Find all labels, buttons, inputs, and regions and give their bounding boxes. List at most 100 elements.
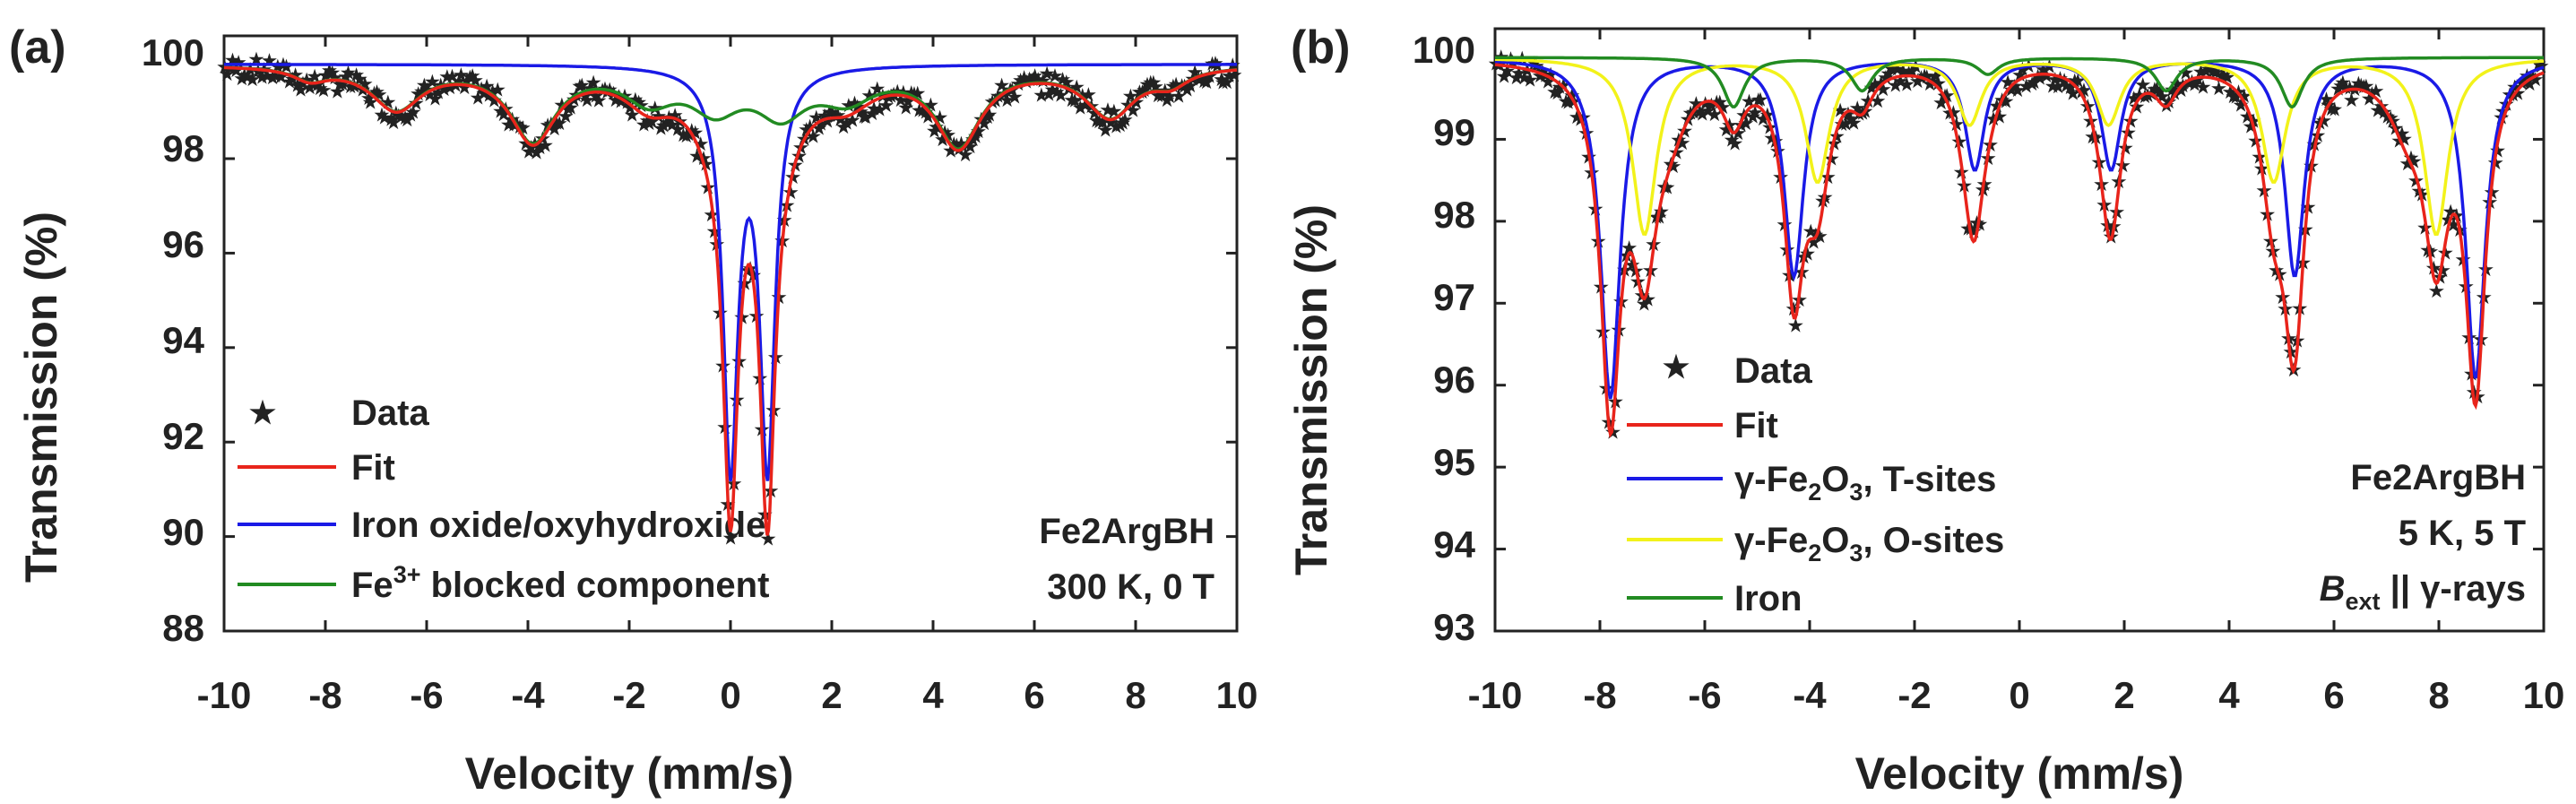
data-point: ★ bbox=[2194, 75, 2212, 98]
legend-oxide-label: Iron oxide/oxyhydroxide bbox=[351, 506, 765, 545]
data-point: ★ bbox=[683, 119, 701, 142]
data-point: ★ bbox=[1959, 217, 1977, 239]
y-tick-label: 95 bbox=[1433, 441, 1475, 483]
data-point: ★ bbox=[2326, 98, 2344, 120]
data-point: ★ bbox=[2044, 74, 2062, 97]
data-point: ★ bbox=[2037, 65, 2055, 87]
legend-fit-label: Fit bbox=[351, 448, 395, 488]
panel-a-annotation: Fe2ArgBH 300 K, 0 T bbox=[1039, 512, 1215, 607]
data-point: ★ bbox=[1508, 66, 1526, 89]
panel-b-xlabel: Velocity (mm/s) bbox=[1855, 748, 2184, 799]
x-tick-label: -4 bbox=[511, 674, 545, 716]
x-tick-label: 4 bbox=[2218, 674, 2240, 716]
data-point: ★ bbox=[1071, 97, 1089, 119]
data-point: ★ bbox=[324, 62, 341, 84]
x-tick-label: -2 bbox=[1897, 674, 1931, 716]
data-point: ★ bbox=[385, 111, 402, 134]
data-point: ★ bbox=[2052, 67, 2070, 90]
data-point: ★ bbox=[2330, 77, 2347, 99]
data-point: ★ bbox=[863, 102, 881, 125]
data-point: ★ bbox=[877, 94, 895, 117]
data-point: ★ bbox=[979, 106, 997, 128]
data-point: ★ bbox=[655, 115, 673, 137]
data-point: ★ bbox=[782, 181, 800, 203]
data-point: ★ bbox=[1839, 103, 1857, 125]
legend-data-marker-icon: ★ bbox=[1663, 350, 1690, 385]
data-point: ★ bbox=[559, 97, 577, 119]
data-point: ★ bbox=[798, 118, 816, 141]
panel-a-ylabel: Transmission (%) bbox=[16, 212, 66, 583]
data-point: ★ bbox=[326, 66, 344, 89]
x-tick-label: 0 bbox=[2009, 674, 2029, 716]
panel-b-data-points: ★★★★★★★★★★★★★★★★★★★★★★★★★★★★★★★★★★★★★★★★… bbox=[1487, 46, 2550, 444]
data-point: ★ bbox=[478, 75, 496, 98]
applied-field-direction: Bext || γ-rays bbox=[2320, 569, 2526, 615]
panel-a-y-tick-labels: 88 90 92 94 96 98 100 bbox=[142, 31, 205, 649]
x-tick-label: 8 bbox=[2428, 674, 2449, 716]
panel-a-legend: ★ Data Fit Iron oxide/oxyhydroxide Fe3+ … bbox=[238, 393, 769, 605]
data-point: ★ bbox=[340, 61, 358, 83]
data-point: ★ bbox=[298, 68, 316, 91]
data-point: ★ bbox=[548, 111, 566, 134]
y-tick-label: 100 bbox=[142, 31, 204, 73]
x-tick-label: -2 bbox=[612, 674, 645, 716]
data-point: ★ bbox=[2227, 85, 2245, 108]
data-point: ★ bbox=[2405, 150, 2423, 172]
legend-iron-label: Iron bbox=[1734, 579, 1802, 618]
data-point: ★ bbox=[2023, 73, 2041, 95]
data-point: ★ bbox=[1900, 62, 1918, 84]
data-point: ★ bbox=[826, 105, 844, 127]
data-point: ★ bbox=[514, 117, 532, 139]
data-point: ★ bbox=[759, 528, 777, 550]
data-point: ★ bbox=[914, 99, 932, 122]
data-point: ★ bbox=[1729, 122, 1747, 144]
data-point: ★ bbox=[832, 108, 850, 130]
x-tick-label: 6 bbox=[2323, 674, 2344, 716]
data-point: ★ bbox=[398, 108, 416, 131]
panel-b-x-tick-labels: -10 -8 -6 -4 -2 0 2 4 6 8 10 bbox=[1468, 674, 2565, 716]
data-point: ★ bbox=[2031, 67, 2049, 90]
data-point: ★ bbox=[2393, 123, 2411, 145]
data-point: ★ bbox=[2190, 68, 2208, 91]
data-point: ★ bbox=[808, 107, 826, 129]
data-point: ★ bbox=[917, 101, 935, 124]
data-point: ★ bbox=[692, 133, 710, 155]
x-tick-label: 0 bbox=[720, 674, 740, 716]
data-point: ★ bbox=[1805, 230, 1823, 253]
y-tick-label: 98 bbox=[1433, 194, 1475, 236]
panel-b-fit-curve bbox=[1494, 63, 2545, 438]
y-tick-label: 94 bbox=[162, 319, 204, 361]
panel-a-plot-area: ★★★★★★★★★★★★★★★★★★★★★★★★★★★★★★★★★★★★★★★★… bbox=[216, 34, 1243, 633]
data-point: ★ bbox=[810, 117, 828, 140]
panel-b-label: (b) bbox=[1291, 22, 1350, 73]
panel-b-y-tick-labels: 93 94 95 96 97 98 99 100 bbox=[1413, 29, 1476, 648]
data-point: ★ bbox=[646, 97, 664, 119]
legend-o-sites-label: γ-Fe2O3, O-sites bbox=[1734, 521, 2004, 566]
data-point: ★ bbox=[1516, 66, 1534, 89]
data-point: ★ bbox=[2425, 257, 2442, 280]
panel-b-ylabel: Transmission (%) bbox=[1286, 204, 1336, 575]
data-point: ★ bbox=[1085, 102, 1103, 125]
data-point: ★ bbox=[1076, 93, 1094, 116]
data-point: ★ bbox=[453, 64, 471, 86]
data-point: ★ bbox=[315, 79, 333, 101]
data-point: ★ bbox=[370, 83, 388, 106]
data-point: ★ bbox=[360, 87, 378, 109]
data-point: ★ bbox=[410, 82, 428, 105]
data-point: ★ bbox=[2018, 75, 2036, 98]
panel-b-legend: ★ Data Fit γ-Fe2O3, T-sites γ-Fe2O3, O-s… bbox=[1627, 350, 2004, 618]
data-point: ★ bbox=[1033, 83, 1050, 106]
data-point: ★ bbox=[292, 79, 310, 101]
data-point: ★ bbox=[1714, 96, 1732, 118]
data-point: ★ bbox=[1215, 72, 1232, 94]
data-point: ★ bbox=[345, 74, 363, 97]
data-point: ★ bbox=[801, 116, 819, 138]
y-tick-label: 92 bbox=[162, 415, 204, 457]
data-point: ★ bbox=[871, 98, 889, 120]
data-point: ★ bbox=[1495, 65, 1513, 88]
data-point: ★ bbox=[834, 116, 852, 138]
y-tick-label: 99 bbox=[1433, 111, 1475, 153]
data-point: ★ bbox=[2164, 79, 2182, 101]
y-tick-label: 88 bbox=[162, 607, 204, 649]
data-point: ★ bbox=[1938, 84, 1956, 107]
